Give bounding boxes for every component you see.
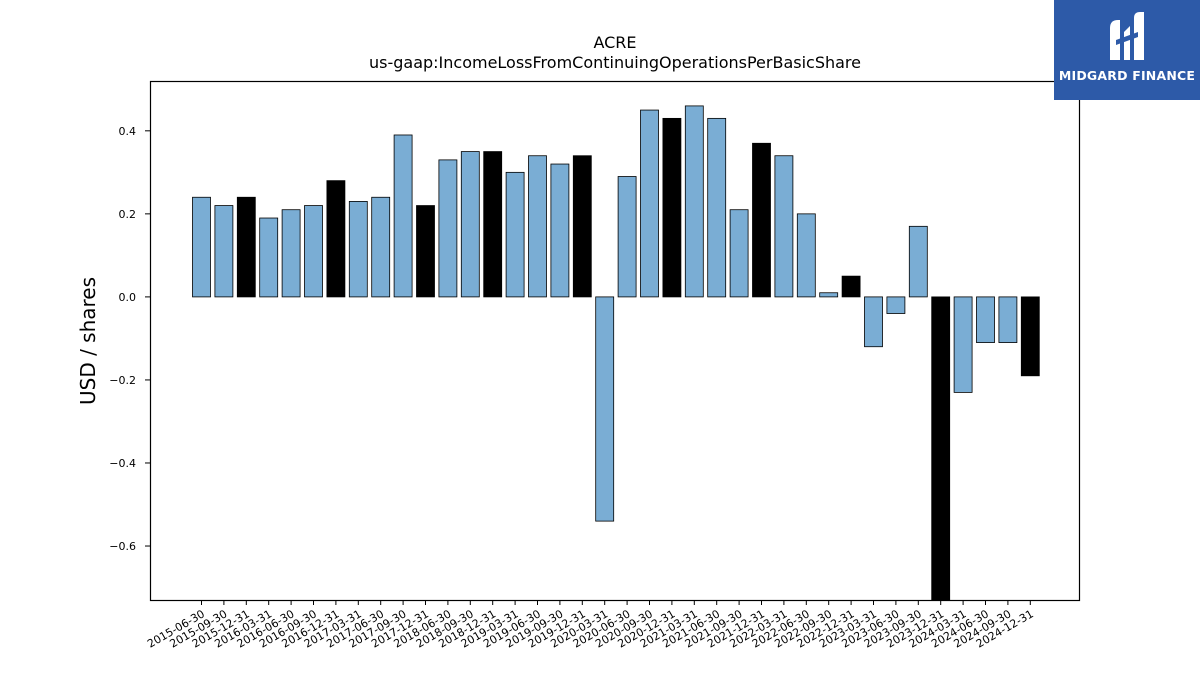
plot-frame xyxy=(149,80,1081,602)
bar xyxy=(326,180,346,298)
bar xyxy=(796,213,816,298)
bar xyxy=(707,117,727,298)
bar xyxy=(393,134,413,298)
y-tick-label: −0.6 xyxy=(109,540,136,553)
bar xyxy=(841,275,861,298)
y-tick-label: 0.2 xyxy=(119,208,137,221)
midgard-logo-icon xyxy=(1110,12,1144,60)
bar xyxy=(640,109,659,298)
bar xyxy=(371,196,391,298)
y-tick-label: 0.4 xyxy=(119,125,137,138)
bar xyxy=(617,176,637,298)
bars xyxy=(192,105,1040,601)
bar xyxy=(908,225,928,298)
y-tick-label: 0.0 xyxy=(119,291,137,304)
bar xyxy=(774,155,794,298)
bar xyxy=(684,105,704,298)
bar xyxy=(819,292,839,298)
y-axis-ticks: 0.4 0.2 0.0 −0.2 −0.4 −0.6 xyxy=(109,125,150,553)
bar xyxy=(304,205,323,298)
bar xyxy=(214,205,234,298)
bar xyxy=(729,209,749,298)
bar xyxy=(886,296,906,314)
bar xyxy=(192,196,211,298)
bar xyxy=(931,296,951,601)
brand-name: MIDGARD FINANCE xyxy=(1058,68,1196,83)
bar xyxy=(752,142,771,298)
bar xyxy=(281,209,301,298)
bar xyxy=(528,155,547,298)
brand-logo: MIDGARD FINANCE xyxy=(1054,0,1200,100)
y-tick-label: −0.2 xyxy=(109,374,136,387)
bar xyxy=(662,117,682,298)
bar xyxy=(595,296,615,522)
bar xyxy=(460,151,480,298)
bar xyxy=(864,296,883,348)
bar xyxy=(572,155,592,298)
bar xyxy=(976,296,995,343)
chart-title: ACRE xyxy=(593,33,636,52)
bar xyxy=(998,296,1018,343)
bar xyxy=(505,171,525,298)
x-axis-ticks: 2015-06-302015-09-302015-12-312016-03-31… xyxy=(145,600,1036,651)
bar xyxy=(483,151,503,298)
bar xyxy=(259,217,279,298)
bar xyxy=(416,205,435,298)
y-axis-label: USD / shares xyxy=(76,277,100,405)
bar xyxy=(438,159,458,298)
bar xyxy=(1020,296,1040,377)
bar xyxy=(348,201,368,298)
bar xyxy=(953,296,973,393)
bar xyxy=(236,196,256,298)
y-tick-label: −0.4 xyxy=(109,457,136,470)
chart-subtitle: us-gaap:IncomeLossFromContinuingOperatio… xyxy=(369,53,861,72)
bar xyxy=(550,163,570,298)
